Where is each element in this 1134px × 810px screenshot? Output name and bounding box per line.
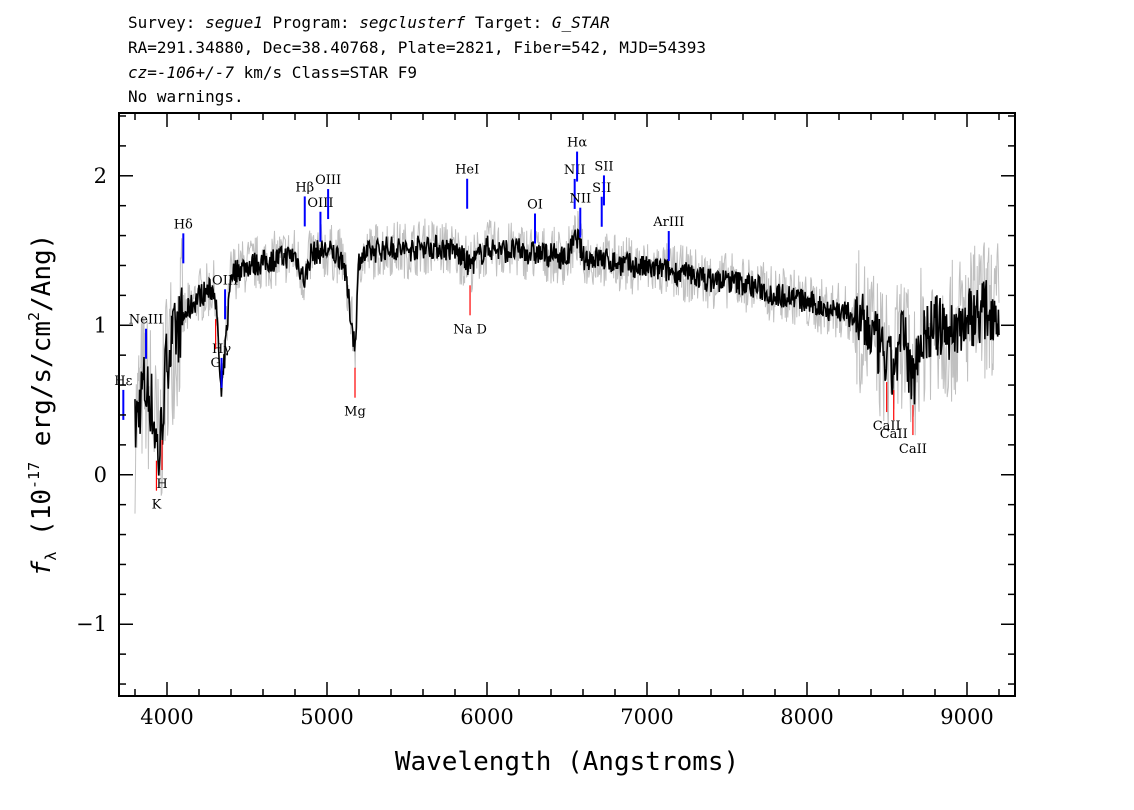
line-markers: HεNeIIIHδHγOIIIHβOIIIOIIIHeIOINIIHαNIISI… xyxy=(114,136,927,513)
absorption-line-label: H xyxy=(156,477,167,492)
x-tick-label: 5000 xyxy=(300,705,353,729)
x-tick-label: 6000 xyxy=(460,705,513,729)
emission-line-label: NII xyxy=(564,163,586,178)
cz-label: cz= xyxy=(128,63,157,82)
cz-unit-class: km/s Class=STAR F9 xyxy=(243,63,417,82)
axes: 4000 5000 6000 7000 8000 9000 −1 0 1 2 xyxy=(76,112,1016,729)
plot-frame xyxy=(118,112,1016,697)
x-tick-label: 7000 xyxy=(620,705,673,729)
absorption-line-label: CaII xyxy=(899,442,927,457)
noise-layer xyxy=(134,210,1000,514)
y-tick-label: 1 xyxy=(94,313,107,337)
absorption-line-label: Na D xyxy=(453,322,487,337)
emission-line-label: Hα xyxy=(567,136,587,151)
absorption-line-label: Mg xyxy=(344,405,366,420)
cz-value: -106+/-7 xyxy=(156,63,234,82)
emission-line-label: Hε xyxy=(114,374,132,389)
emission-line-label: OIII xyxy=(307,196,333,211)
survey-label: Survey: xyxy=(128,13,196,32)
y-label-exp2: 2 xyxy=(25,312,43,321)
y-label-end: /Ang) xyxy=(27,234,57,312)
emission-line-label: NII xyxy=(569,192,591,207)
emission-line-label: ArIII xyxy=(652,215,684,230)
svg-text:fλ (10-17 erg/s/cm2/Ang): fλ (10-17 erg/s/cm2/Ang) xyxy=(25,234,60,577)
absorption-line-label: CaII xyxy=(873,419,901,434)
header-line-2: RA=291.34880, Dec=38.40768, Plate=2821, … xyxy=(128,38,706,57)
y-tick-label: 0 xyxy=(94,463,107,487)
flux-series-line xyxy=(134,228,1000,476)
y-label-rest: (10 xyxy=(27,489,57,536)
header-line-1: Survey: segue1 Program: segclusterf Targ… xyxy=(128,13,610,32)
absorption-line-label: G xyxy=(210,356,220,371)
y-label-exp: -17 xyxy=(25,462,43,489)
emission-line-label: OIII xyxy=(212,273,238,288)
emission-line-label: Hβ xyxy=(295,180,314,195)
target-value: G_STAR xyxy=(551,13,610,32)
header-warnings: No warnings. xyxy=(128,87,244,106)
x-tick-label: 4000 xyxy=(140,705,193,729)
y-tick-label: −1 xyxy=(76,612,107,636)
emission-line-label: SII xyxy=(594,159,613,174)
flux-layer xyxy=(134,228,1000,476)
x-axis-label: Wavelength (Angstroms) xyxy=(395,747,739,777)
program-value: segclusterf xyxy=(359,13,466,32)
emission-line-label: Hδ xyxy=(174,217,193,232)
y-label-sub: λ xyxy=(42,552,60,561)
y-axis-label: fλ (10-17 erg/s/cm2/Ang) xyxy=(25,234,60,577)
emission-line-label: OI xyxy=(527,198,543,213)
survey-value: segue1 xyxy=(205,13,263,32)
y-label-symbol: f xyxy=(27,560,57,576)
x-tick-label: 8000 xyxy=(780,705,833,729)
x-tick-label: 9000 xyxy=(940,705,993,729)
y-tick-label: 2 xyxy=(94,164,107,188)
noise-series-line xyxy=(134,210,1000,514)
y-label-units: erg/s/cm xyxy=(27,321,57,446)
emission-line-label: OIII xyxy=(315,173,341,188)
program-label: Program: xyxy=(272,13,350,32)
header-line-3: cz=-106+/-7 km/s Class=STAR F9 xyxy=(128,63,417,82)
target-label: Target: xyxy=(474,13,543,32)
emission-line-label: NeIII xyxy=(129,313,163,328)
absorption-line-label: CaII xyxy=(880,427,908,442)
emission-line-label: Hγ xyxy=(212,342,231,357)
emission-line-label: HeI xyxy=(455,163,479,178)
absorption-line-label: K xyxy=(152,498,162,513)
emission-line-label: SII xyxy=(592,181,611,196)
